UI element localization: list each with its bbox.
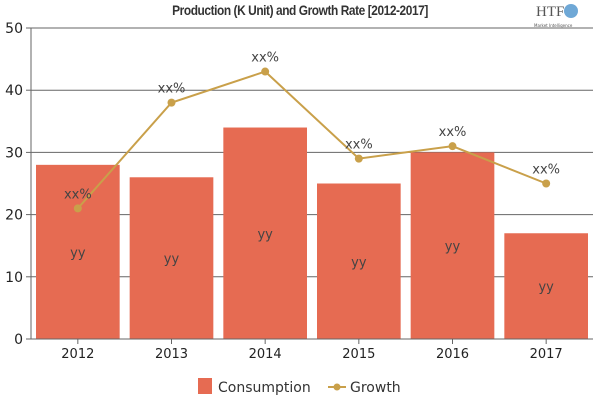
growth-point-2016 [448, 142, 457, 151]
y-tick-label: 0 [14, 332, 23, 348]
bar-label: yy [538, 280, 554, 295]
bar-label: yy [164, 252, 180, 267]
logo-text: HTF [536, 4, 565, 20]
bar-label: yy [70, 246, 86, 261]
legend-consumption-label: Consumption [218, 380, 311, 396]
y-tick-label: 20 [5, 208, 23, 224]
growth-point-2013 [167, 98, 176, 107]
bar-consumption-2013 [129, 177, 214, 339]
bar-consumption-2016 [410, 152, 495, 339]
legend-growth-label: Growth [350, 380, 401, 396]
x-tick-label: 2012 [61, 347, 94, 362]
growth-point-2015 [354, 154, 363, 163]
y-tick-label: 10 [5, 270, 23, 286]
logo-subtext: Market Intelligence [534, 23, 573, 28]
y-tick-label: 50 [5, 21, 23, 37]
growth-point-2014 [261, 67, 270, 76]
growth-line [77, 70, 547, 210]
growth-label: xx% [532, 163, 560, 178]
growth-label: xx% [158, 82, 186, 97]
bar-consumption-2014 [223, 127, 307, 340]
bar-label: yy [257, 227, 273, 242]
x-tick-label: 2017 [530, 347, 563, 362]
x-tick-label: 2014 [249, 347, 282, 362]
htf-logo: HTF Market Intelligence [530, 2, 596, 30]
bar-consumption-2017 [504, 233, 588, 339]
growth-point-2012 [73, 204, 82, 213]
growth-point-2017 [542, 179, 551, 188]
bar-label: yy [351, 255, 367, 270]
growth-label: xx% [439, 125, 467, 140]
x-tick-label: 2015 [342, 347, 375, 362]
growth-label: xx% [64, 187, 92, 202]
globe-icon [564, 4, 578, 18]
legend-growth-marker [333, 383, 341, 391]
bar-label: yy [445, 240, 461, 255]
bar-consumption-2012 [36, 164, 120, 339]
growth-label: xx% [345, 138, 373, 153]
y-tick-label: 40 [5, 83, 23, 99]
legend-consumption-swatch [198, 378, 212, 394]
y-tick-label: 30 [5, 145, 23, 161]
growth-label: xx% [251, 51, 279, 66]
x-tick-label: 2016 [436, 347, 469, 362]
chart-title: Production (K Unit) and Growth Rate [201… [172, 2, 428, 18]
x-tick-label: 2013 [155, 347, 188, 362]
bar-consumption-2015 [317, 183, 401, 339]
